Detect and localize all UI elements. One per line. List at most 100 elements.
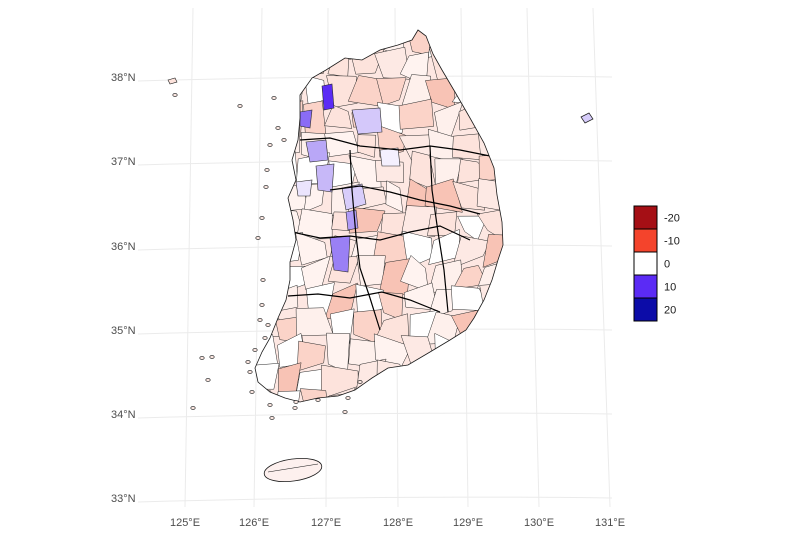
region-cell	[486, 387, 503, 402]
province-boundary	[349, 149, 381, 331]
lat-gridline	[137, 496, 613, 503]
small-island	[342, 410, 348, 414]
region-cell	[461, 344, 480, 362]
region-cell	[452, 385, 485, 402]
small-island	[264, 168, 270, 172]
small-island	[245, 360, 251, 364]
region-cell	[454, 31, 491, 60]
legend-swatch	[633, 205, 658, 230]
region-positive	[379, 147, 401, 167]
legend-swatch	[633, 251, 658, 276]
region-cell	[255, 73, 283, 111]
small-island	[252, 348, 258, 352]
lon-tick-label: 129°E	[453, 517, 483, 529]
region-positive	[315, 163, 335, 193]
lon-tick-label: 125°E	[170, 517, 200, 529]
region-cell	[400, 385, 435, 402]
region-positive	[351, 107, 383, 135]
small-island	[271, 96, 277, 100]
region-cell	[255, 156, 282, 179]
region-cell	[479, 340, 503, 367]
legend-label: 20	[664, 305, 676, 317]
small-island	[247, 370, 253, 374]
region-cell	[255, 254, 275, 294]
region-cell	[296, 340, 326, 372]
region-cell	[272, 284, 299, 312]
lon-tick-label: 131°E	[595, 517, 625, 529]
lat-tick-label: 37°N	[111, 156, 136, 168]
small-island	[259, 216, 265, 220]
region-cell	[374, 46, 410, 80]
region-cell	[324, 104, 353, 129]
small-island	[281, 138, 287, 142]
lon-gridline	[184, 7, 194, 508]
small-island	[249, 390, 255, 394]
small-island	[275, 126, 281, 130]
region-cell	[425, 386, 466, 402]
small-island	[172, 93, 178, 97]
region-cell	[451, 85, 489, 106]
small-island	[265, 323, 271, 327]
region-cell	[428, 30, 464, 58]
region-cell	[255, 363, 280, 390]
region-cell	[482, 53, 503, 83]
region-cell	[457, 363, 489, 400]
small-island	[260, 278, 266, 282]
small-island	[205, 378, 211, 382]
region-positive	[321, 83, 335, 111]
region-cell	[478, 76, 503, 113]
region-cell	[478, 154, 503, 182]
lat-tick-label: 35°N	[111, 325, 136, 337]
region-cell	[327, 53, 350, 78]
baengnyeong-island	[167, 77, 178, 85]
region-cell	[452, 235, 491, 269]
small-island	[209, 355, 215, 359]
region-positive	[305, 139, 329, 163]
region-positive	[295, 179, 313, 197]
legend-swatch	[633, 274, 658, 299]
region-cell	[376, 77, 407, 106]
lon-gridline	[526, 7, 540, 508]
region-cell	[430, 367, 455, 392]
small-island	[357, 380, 363, 384]
lat-tick-label: 36°N	[111, 241, 136, 253]
small-island	[315, 398, 321, 402]
small-island	[255, 236, 261, 240]
region-cell	[295, 58, 325, 74]
jeju-island	[263, 457, 323, 483]
region-cell	[400, 361, 432, 393]
region-cell	[484, 359, 503, 394]
small-island	[237, 104, 243, 108]
region-cell	[476, 178, 503, 212]
legend-swatch	[633, 297, 658, 322]
small-island	[262, 336, 268, 340]
small-island	[267, 403, 273, 407]
region-cell	[255, 106, 274, 136]
lat-gridline	[137, 412, 613, 419]
region-cell	[385, 180, 404, 213]
region-cell	[357, 134, 377, 158]
region-cell	[376, 394, 411, 402]
legend: -20 -10 0 10 20	[633, 205, 680, 322]
region-positive	[345, 209, 359, 231]
region-cell	[480, 107, 503, 127]
lon-tick-label: 127°E	[311, 517, 341, 529]
province-boundary	[329, 185, 481, 215]
peninsula-outline	[254, 29, 504, 403]
province-boundary	[299, 137, 491, 157]
region-cell	[487, 315, 503, 344]
region-cell	[482, 234, 503, 268]
lon-tick-label: 130°E	[524, 517, 554, 529]
province-boundary	[291, 225, 471, 241]
small-island	[292, 406, 298, 410]
region-cell	[296, 30, 335, 61]
province-boundary	[287, 291, 441, 313]
small-island	[257, 318, 263, 322]
region-positive	[341, 183, 367, 211]
small-island	[190, 406, 196, 410]
legend-label: -20	[664, 213, 680, 225]
region-cell	[272, 30, 307, 57]
lat-tick-label: 38°N	[111, 72, 136, 84]
small-island	[199, 356, 205, 360]
region-cell	[476, 209, 503, 243]
